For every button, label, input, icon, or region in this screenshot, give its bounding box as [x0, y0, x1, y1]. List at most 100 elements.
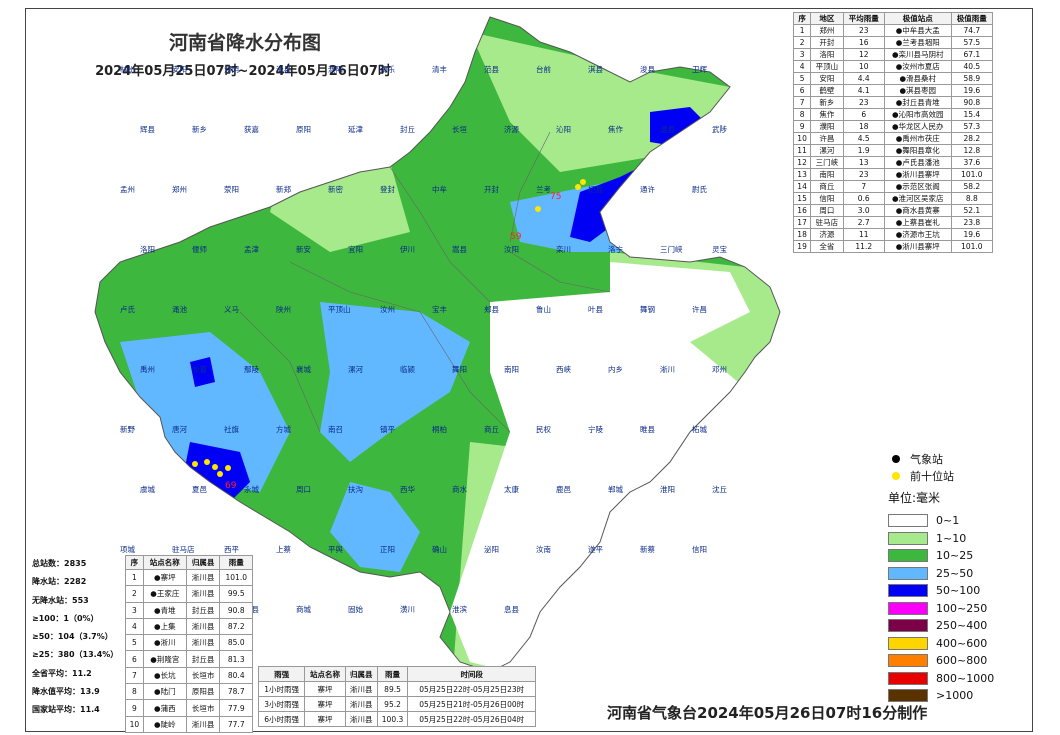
- legend-class-row: 800~1000: [888, 670, 1028, 688]
- table-cell: 19.6: [950, 84, 994, 97]
- station-stats: 总站数：2835 降水站：2282 无降水站：553 ≥100：1（0%） ≥5…: [32, 555, 124, 720]
- legend-swatch: [888, 549, 928, 563]
- legend-label: 25~50: [936, 566, 974, 580]
- place-label: 睢县: [640, 424, 655, 434]
- place-label: 渑池: [172, 304, 187, 314]
- stat-line: 无降水站：553: [32, 595, 89, 605]
- table-cell: 7: [842, 180, 885, 193]
- place-label: 新郑: [276, 184, 291, 194]
- table-cell: 11.2: [842, 240, 885, 253]
- place-label: 淇县: [588, 65, 603, 74]
- place-label: 范县: [484, 64, 499, 74]
- table-cell: 许昌: [810, 132, 844, 145]
- table-cell: 5: [792, 72, 812, 85]
- table-cell: 商丘: [810, 180, 844, 193]
- place-label: 禹州: [140, 365, 155, 374]
- place-label: 淮阳: [660, 484, 675, 494]
- table-cell: 10: [792, 132, 812, 145]
- table-cell: ●淅川县寨坪: [883, 168, 952, 181]
- place-label: 孟津: [244, 244, 259, 254]
- place-label: 灵宝: [712, 244, 727, 254]
- stat-line: 全省平均：11.2: [32, 668, 92, 678]
- table-cell: 05月25日22时-05月26日04时: [407, 711, 536, 727]
- table-cell: 周口: [810, 204, 844, 217]
- table-cell: 78.7: [219, 683, 253, 701]
- place-label: 南召: [328, 424, 343, 434]
- table-cell: ●兰考县堌阳: [883, 36, 952, 49]
- place-label: 长垣: [452, 124, 467, 134]
- table-row: 18 济源 11 ●济源市王坑 19.6: [792, 228, 994, 241]
- table-cell: 18: [842, 120, 885, 133]
- table-row: 10 许昌 4.5 ●禹州市茯庄 28.2: [792, 132, 994, 145]
- place-label: 商城: [296, 604, 311, 614]
- table-cell: ●淮河区吴家店: [883, 192, 952, 205]
- place-label: 长葛: [192, 364, 207, 374]
- place-label: 浚县: [640, 64, 655, 74]
- place-label: 许昌: [692, 304, 707, 314]
- legend-class-row: 400~600: [888, 635, 1028, 653]
- place-label: 汤阴: [224, 65, 239, 74]
- table-cell: 3.0: [842, 204, 885, 217]
- column-header: 雨强: [257, 666, 306, 682]
- table-cell: 19.6: [950, 228, 994, 241]
- place-label: 新乡: [192, 124, 207, 134]
- place-label: 舞阳: [452, 364, 467, 374]
- place-label: 辉县: [140, 125, 155, 134]
- weather-station-dot-icon: [892, 454, 900, 463]
- table-cell: ●卢氏县潘池: [883, 156, 952, 169]
- place-label: 正阳: [380, 545, 395, 554]
- table-row: 4 ●上集 淅川县 87.2: [125, 617, 253, 636]
- table-row: 6小时雨强 寨坪 淅川县 100.3 05月25日22时-05月26日04时: [257, 711, 536, 727]
- footer-credit: 河南省气象台2024年05月26日07时16分制作: [607, 704, 928, 722]
- place-label: 夏邑: [192, 485, 207, 494]
- table-cell: 漯河: [810, 144, 844, 157]
- place-label: 临颍: [400, 364, 415, 374]
- legend-label: 50~100: [936, 584, 981, 598]
- place-label: 中牟: [432, 184, 447, 194]
- map-frame: [25, 8, 1033, 732]
- legend-swatch: [888, 689, 928, 703]
- stat-line: ≥25：380（13.4%）: [32, 650, 119, 660]
- table-cell: 淅川县: [344, 711, 378, 727]
- legend-swatch: [888, 636, 928, 650]
- table-row: 3小时雨强 寨坪 淅川县 95.2 05月25日21时-05月26日00时: [257, 696, 536, 712]
- table-row: 4 平顶山 10 ●汝州市夏店 40.5: [792, 60, 994, 73]
- table-row: 7 ●长坑 长垣市 80.4: [125, 666, 253, 685]
- table-cell: ●舞阳县章化: [883, 144, 952, 157]
- legend-label: 前十位站: [910, 470, 954, 484]
- column-header: 归属县: [344, 666, 378, 682]
- table-row: 6 ●荆隆宫 封丘县 81.3: [125, 650, 253, 668]
- table-cell: ●示范区张阁: [883, 180, 952, 193]
- column-header: 站点名称: [304, 666, 346, 682]
- place-label: 清丰: [432, 64, 447, 74]
- place-label: 漯河: [348, 364, 363, 374]
- place-label: 唐河: [172, 424, 187, 434]
- table-row: 9 ●蒲西 长垣市 77.9: [125, 699, 253, 717]
- table-cell: 寨坪: [304, 681, 346, 697]
- table-row: 17 驻马店 2.7 ●上蔡县崔礼 23.8: [792, 216, 994, 229]
- column-header: 雨量: [219, 555, 253, 570]
- place-label: 汝南: [536, 544, 551, 554]
- place-label: 温县: [660, 125, 675, 134]
- table-cell: 28.2: [950, 132, 994, 145]
- place-label: 濮阳: [328, 64, 343, 74]
- max-value-label: 59: [510, 232, 522, 242]
- place-label: 确山: [432, 544, 447, 554]
- table-cell: 淅川县: [185, 568, 221, 587]
- stat-line: ≥100：1（0%）: [32, 613, 99, 623]
- column-header: 极值站点: [883, 12, 952, 25]
- table-cell: 40.5: [950, 60, 994, 73]
- table-cell: 37.6: [950, 156, 994, 169]
- place-label: 西峡: [556, 364, 571, 374]
- place-label: 汝州: [380, 304, 395, 314]
- place-label: 洛阳: [140, 244, 155, 254]
- table-cell: 17: [792, 216, 812, 229]
- place-label: 沈丘: [712, 484, 727, 494]
- place-label: 鹿邑: [556, 484, 571, 494]
- place-label: 济源: [504, 124, 519, 134]
- table-cell: 4.4: [842, 72, 885, 85]
- table-cell: 77.7: [219, 715, 253, 733]
- place-label: 荥阳: [224, 184, 239, 194]
- place-label: 太康: [504, 484, 519, 494]
- table-cell: ●蒲西: [142, 699, 187, 717]
